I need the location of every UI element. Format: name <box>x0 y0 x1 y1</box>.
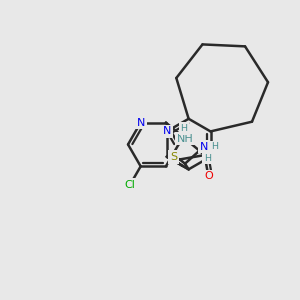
Text: H: H <box>204 154 211 163</box>
Text: H: H <box>180 124 187 133</box>
Text: Cl: Cl <box>124 180 135 190</box>
Text: N: N <box>136 118 145 128</box>
Text: H: H <box>211 142 218 151</box>
Text: O: O <box>204 171 213 181</box>
Text: N: N <box>200 142 208 152</box>
Text: NH: NH <box>177 134 194 144</box>
Text: N: N <box>163 126 171 136</box>
Text: S: S <box>170 152 177 162</box>
